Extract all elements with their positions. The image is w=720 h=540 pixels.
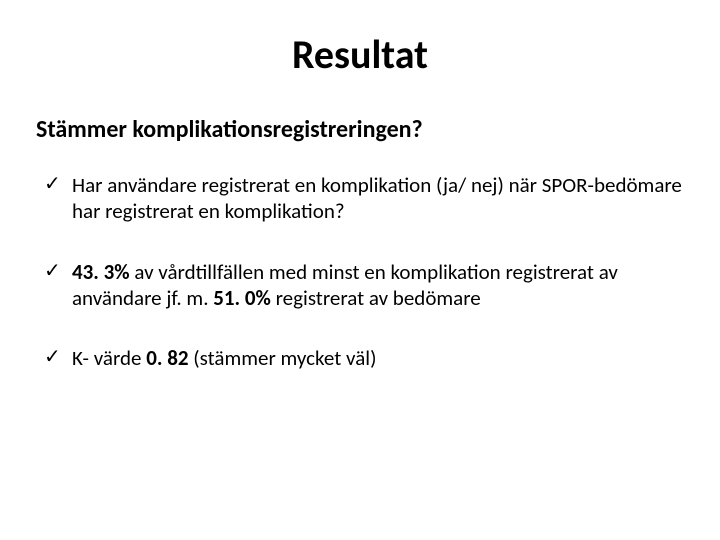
list-item: ✓ K- värde 0. 82 (stämmer mycket väl) [44,345,684,371]
bullet-text: K- värde 0. 82 (stämmer mycket väl) [72,345,684,371]
text-run: registrerat av bedömare [271,285,481,311]
checkmark-icon: ✓ [44,172,66,197]
bullet-text: Har användare registrerat en komplikatio… [72,172,684,225]
checkmark-icon: ✓ [44,259,66,284]
slide: Resultat Stämmer komplikationsregistreri… [0,0,720,540]
percent-value: 51. 0% [213,285,271,311]
list-item: ✓ Har användare registrerat en komplikat… [44,172,684,225]
slide-title: Resultat [36,30,684,79]
percent-value: 43. 3% [72,259,130,285]
checkmark-icon: ✓ [44,345,66,370]
bullet-list: ✓ Har användare registrerat en komplikat… [36,172,684,371]
text-run: K- värde [72,345,146,371]
slide-subtitle: Stämmer komplikationsregistreringen? [36,115,684,144]
text-run: (stämmer mycket väl) [189,345,377,371]
list-item: ✓ 43. 3% av vårdtillfällen med minst en … [44,259,684,312]
bullet-text: 43. 3% av vårdtillfällen med minst en ko… [72,259,684,312]
k-value: 0. 82 [146,345,188,371]
